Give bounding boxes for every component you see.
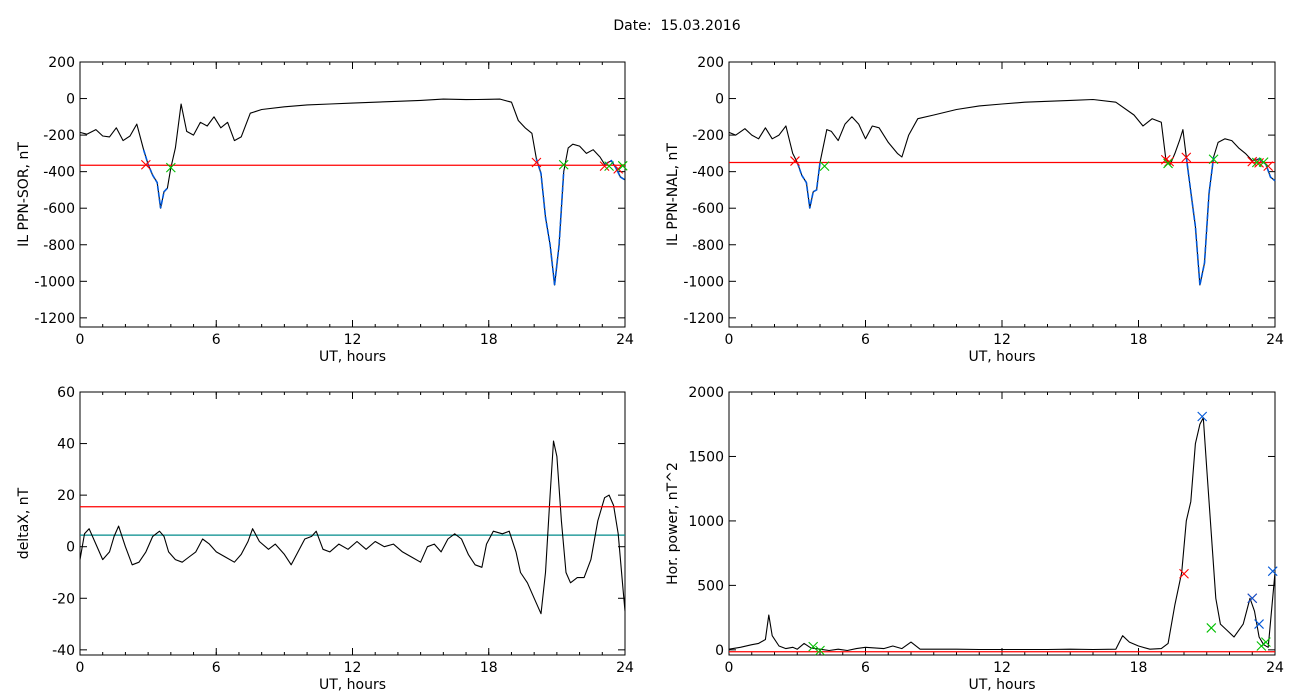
plot-frame bbox=[728, 61, 1276, 328]
peak-marker bbox=[1254, 619, 1264, 629]
y-tick-label: -200 bbox=[692, 128, 724, 144]
start-marker bbox=[599, 161, 610, 172]
y-tick-label: 0 bbox=[66, 540, 75, 556]
x-tick-label: 18 bbox=[1130, 660, 1148, 676]
series-trace bbox=[728, 417, 1276, 652]
end-marker bbox=[1258, 157, 1269, 168]
y-axis-label: Hor. power, nT^2 bbox=[665, 462, 681, 585]
start-marker bbox=[1181, 152, 1192, 163]
y-tick-label: 0 bbox=[715, 643, 724, 659]
x-tick-label: 24 bbox=[616, 660, 634, 676]
x-tick-label: 12 bbox=[993, 332, 1011, 348]
x-axis-label: UT, hours bbox=[968, 349, 1035, 365]
y-tick-label: -1000 bbox=[34, 274, 75, 290]
x-tick-label: 6 bbox=[861, 660, 870, 676]
x-tick-label: 0 bbox=[725, 332, 734, 348]
x-tick-label: 6 bbox=[212, 332, 221, 348]
x-tick-label: 18 bbox=[480, 332, 498, 348]
x-tick-label: 18 bbox=[1130, 332, 1148, 348]
y-tick-label: -1000 bbox=[683, 274, 724, 290]
event-segment bbox=[1185, 156, 1215, 286]
y-tick-label: 40 bbox=[57, 437, 75, 453]
event-segment bbox=[604, 159, 626, 181]
end-marker bbox=[604, 161, 614, 172]
series-trace bbox=[79, 440, 626, 615]
y-tick-label: 1500 bbox=[688, 449, 724, 465]
start-marker bbox=[140, 159, 151, 170]
end-marker bbox=[819, 161, 830, 172]
y-tick-label: -800 bbox=[43, 238, 75, 254]
y-axis-label: deltaX, nT bbox=[16, 487, 32, 559]
y-tick-label: -400 bbox=[692, 165, 724, 181]
x-tick-label: 24 bbox=[1266, 660, 1284, 676]
y-tick-label: 500 bbox=[697, 578, 724, 594]
y-axis-label: IL PPN-SOR, nT bbox=[16, 142, 32, 247]
y-tick-label: -20 bbox=[52, 591, 75, 607]
end-marker bbox=[558, 159, 569, 170]
x-tick-label: 6 bbox=[212, 660, 221, 676]
x-axis-label: UT, hours bbox=[319, 349, 386, 365]
start-marker bbox=[1179, 568, 1189, 579]
end-marker bbox=[1206, 623, 1217, 633]
start-marker bbox=[790, 156, 800, 166]
peak-marker bbox=[1267, 566, 1278, 577]
y-tick-label: -400 bbox=[43, 165, 75, 181]
event-segment bbox=[796, 162, 821, 209]
y-tick-label: -800 bbox=[692, 238, 724, 254]
start-marker bbox=[531, 157, 542, 168]
peak-marker bbox=[1197, 411, 1208, 422]
y-tick-label: 60 bbox=[57, 385, 75, 401]
y-tick-label: -1200 bbox=[34, 311, 75, 327]
peak-marker bbox=[1247, 593, 1258, 604]
x-tick-label: 12 bbox=[993, 660, 1011, 676]
x-tick-label: 24 bbox=[616, 332, 634, 348]
y-tick-label: -600 bbox=[43, 201, 75, 217]
end-marker bbox=[1163, 158, 1173, 169]
x-axis-label: UT, hours bbox=[968, 677, 1035, 693]
y-tick-label: 200 bbox=[697, 55, 724, 71]
event-segment bbox=[535, 158, 565, 286]
end-marker bbox=[808, 641, 819, 652]
y-axis-label: IL PPN-NAL, nT bbox=[665, 143, 681, 246]
end-marker bbox=[165, 162, 176, 173]
end-marker bbox=[617, 160, 628, 171]
plot-frame bbox=[79, 391, 626, 656]
y-tick-label: -40 bbox=[52, 643, 75, 659]
x-tick-label: 0 bbox=[76, 332, 85, 348]
y-tick-label: 1000 bbox=[688, 514, 724, 530]
x-tick-label: 0 bbox=[76, 660, 85, 676]
y-tick-label: 20 bbox=[57, 488, 75, 504]
y-tick-label: 0 bbox=[66, 92, 75, 108]
date-value: 15.03.2016 bbox=[660, 18, 741, 34]
date-label: Date: bbox=[613, 18, 652, 34]
y-tick-label: 0 bbox=[715, 92, 724, 108]
x-tick-label: 0 bbox=[725, 660, 734, 676]
x-tick-label: 12 bbox=[344, 332, 362, 348]
plot-frame bbox=[728, 391, 1276, 656]
y-tick-label: -1200 bbox=[683, 311, 724, 327]
x-axis-label: UT, hours bbox=[319, 677, 386, 693]
y-tick-label: 2000 bbox=[688, 385, 724, 401]
figure-title: Date: 15.03.2016 bbox=[0, 18, 1300, 34]
end-marker bbox=[1208, 154, 1219, 165]
x-tick-label: 18 bbox=[480, 660, 498, 676]
x-tick-label: 12 bbox=[344, 660, 362, 676]
event-segment bbox=[142, 149, 168, 209]
start-marker bbox=[613, 164, 624, 174]
end-marker bbox=[1261, 637, 1271, 647]
end-marker bbox=[815, 645, 825, 656]
x-tick-label: 24 bbox=[1266, 332, 1284, 348]
y-tick-label: -600 bbox=[692, 201, 724, 217]
series-trace bbox=[728, 98, 1276, 286]
x-tick-label: 6 bbox=[861, 332, 870, 348]
y-tick-label: 200 bbox=[48, 55, 75, 71]
y-tick-label: -200 bbox=[43, 128, 75, 144]
